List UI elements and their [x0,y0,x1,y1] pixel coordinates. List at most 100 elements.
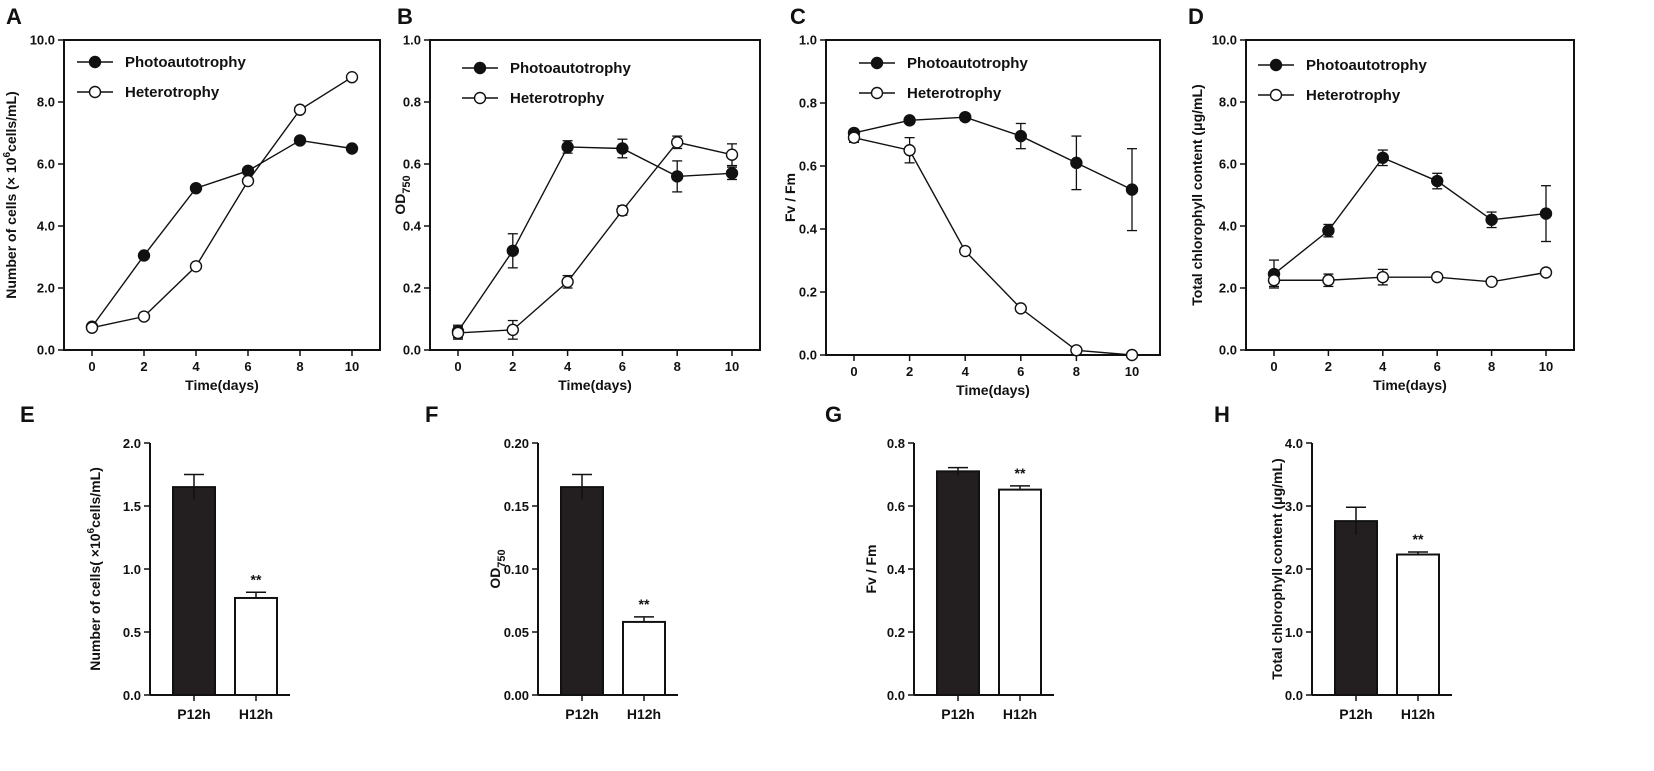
x-tick-label: 8 [1488,359,1495,374]
panel-label: E [20,402,35,427]
y-tick-label: 4.0 [1219,219,1237,234]
bar-p12h [172,486,216,696]
legend-label: Photoautotrophy [510,60,631,77]
data-point-photoautotrophy [561,140,574,154]
y-tick-label: 0.8 [403,95,421,110]
data-point-photoautotrophy [1322,224,1335,237]
y-tick-label: 0.05 [504,625,529,640]
legend-marker [88,55,102,69]
y-tick-label: 0.15 [504,499,529,514]
y-axis-label: Number of cells( ×106cells/mL) [86,467,103,671]
y-tick-label: 0.0 [403,343,421,358]
legend-marker [1269,58,1283,72]
x-tick-label: 10 [345,359,359,374]
y-axis-label: Fv / Fm [782,173,798,222]
legend-marker [473,61,487,75]
y-tick-label: 0.20 [504,436,529,451]
data-point-heterotrophy [959,244,972,258]
data-point-heterotrophy [1430,270,1444,284]
series-line-photoautotrophy [853,116,1133,191]
y-tick-label: 8.0 [37,95,55,110]
legend-label: Heterotrophy [510,90,605,107]
data-point-photoautotrophy [959,110,972,124]
data-point-photoautotrophy [345,142,359,155]
x-tick-label: 0 [88,359,95,374]
data-point-photoautotrophy [671,170,684,183]
y-tick-label: 4.0 [37,219,55,234]
y-tick-label: 0.2 [887,625,905,640]
y-tick-label: 1.0 [123,562,141,577]
legend-marker [870,86,884,100]
data-point-photoautotrophy [616,142,629,155]
x-axis-label: Time(days) [956,382,1030,398]
y-tick-label: 0.6 [403,157,421,172]
y-tick-label: 1.0 [799,33,817,48]
x-tick-label: 4 [564,359,572,374]
x-axis-label: Time(days) [558,377,632,393]
y-tick-label: 0.0 [799,348,817,363]
x-tick-label: 4 [962,364,970,379]
y-tick-label: 6.0 [1219,157,1237,172]
y-tick-label: 2.0 [37,281,55,296]
data-point-photoautotrophy [1376,151,1390,165]
data-point-heterotrophy [1376,270,1390,284]
bar-h12h [998,488,1042,696]
x-tick-label: 0 [454,359,461,374]
bar-h12h [622,620,666,696]
data-point-photoautotrophy [903,114,916,127]
data-point-heterotrophy [451,326,465,340]
y-tick-label: 0.0 [37,343,55,358]
plot-frame [63,39,381,351]
y-tick-label: 6.0 [37,157,55,172]
series-line-heterotrophy [853,136,1133,356]
category-label: H12h [239,706,273,722]
y-tick-label: 0.0 [1285,688,1303,703]
plot-frame [1245,39,1575,351]
panel-label: A [6,4,22,29]
legend-label: Photoautotrophy [125,54,246,71]
significance-mark: ** [1413,531,1424,547]
data-point-heterotrophy [903,144,916,157]
y-tick-label: 1.0 [1285,625,1303,640]
x-tick-label: 6 [619,359,626,374]
data-point-photoautotrophy [189,181,203,195]
bar-p12h [1334,520,1378,696]
y-tick-label: 3.0 [1285,499,1303,514]
data-point-photoautotrophy [725,167,739,180]
data-point-photoautotrophy [1485,213,1498,227]
x-tick-label: 8 [674,359,681,374]
data-point-heterotrophy [189,260,203,273]
y-tick-label: 2.0 [123,436,141,451]
bar-h12h [1396,553,1440,697]
y-tick-label: 0.00 [504,688,529,703]
panel-a: A 0.0 2.0 4.0 6.0 8.0 10.0 0 2 4 6 8 10 Time(days) Num… [2,4,381,393]
x-tick-label: 0 [1270,359,1277,374]
significance-mark: ** [639,596,650,612]
data-point-heterotrophy [616,204,629,217]
x-tick-label: 2 [509,359,516,374]
y-tick-label: 0.2 [799,285,817,300]
data-point-heterotrophy [561,275,574,288]
series-line-photoautotrophy [91,139,353,328]
category-label: P12h [941,706,974,722]
x-tick-label: 8 [296,359,303,374]
data-point-photoautotrophy [137,249,151,262]
x-tick-label: 2 [1325,359,1332,374]
x-tick-label: 0 [850,364,857,379]
legend-label: Heterotrophy [907,85,1002,102]
x-axis-label: Time(days) [185,377,259,393]
category-label: H12h [1401,706,1435,722]
y-tick-label: 2.0 [1285,562,1303,577]
legend-marker [1269,88,1283,102]
category-label: H12h [627,706,661,722]
y-axis-label: OD750 [392,175,413,214]
panel-b: B 0.0 0.2 0.4 0.6 0.8 1.0 0 2 4 6 8 10 Time(days) OD75… [392,4,761,393]
y-tick-label: 0.0 [1219,343,1237,358]
data-point-heterotrophy [1125,348,1139,362]
legend-marker [88,85,102,99]
data-point-heterotrophy [1539,266,1553,279]
legend-label: Photoautotrophy [1306,57,1427,74]
panel-label: G [825,402,842,427]
y-tick-label: 10.0 [1212,33,1237,48]
